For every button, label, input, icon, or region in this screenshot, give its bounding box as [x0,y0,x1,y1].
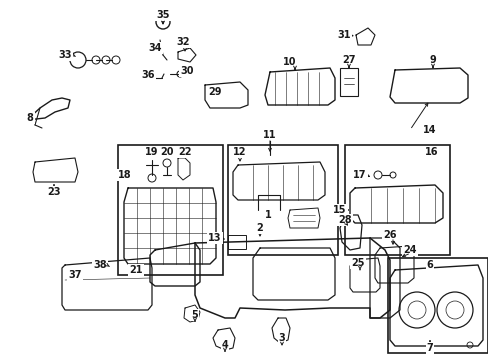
Text: 12: 12 [233,147,246,157]
Text: 35: 35 [156,10,169,20]
Text: 13: 13 [208,233,221,243]
Text: 1: 1 [264,210,271,220]
Bar [227,235,245,249]
Text: 18: 18 [118,170,132,180]
Text: 36: 36 [141,70,154,80]
Text: 27: 27 [342,55,355,65]
Text: 7: 7 [426,343,432,353]
Text: 9: 9 [429,55,435,65]
Text: 23: 23 [47,187,61,197]
Text: 17: 17 [352,170,366,180]
Text: 34: 34 [148,43,162,53]
Bar [118,145,223,275]
Text: 11: 11 [263,130,276,140]
Text: 30: 30 [180,66,193,76]
Text: 16: 16 [425,147,438,157]
Text: 14: 14 [423,125,436,135]
Text: 10: 10 [283,57,296,67]
Text: 7: 7 [426,343,432,353]
Text: 8: 8 [26,113,33,123]
Text: 22: 22 [178,147,191,157]
Text: 15: 15 [332,205,346,215]
Text: 20: 20 [160,147,173,157]
Bar [339,68,357,96]
Text: 10: 10 [283,57,296,67]
Text: 31: 31 [337,30,350,40]
Text: 30: 30 [180,66,193,76]
Text: 35: 35 [156,10,169,20]
Bar [227,145,337,255]
Text: 36: 36 [141,70,154,80]
Text: 6: 6 [426,260,432,270]
Text: 4: 4 [221,340,228,350]
Text: 1: 1 [264,210,271,220]
Text: 32: 32 [176,37,189,47]
Text: 21: 21 [129,265,142,275]
Text: 16: 16 [425,147,438,157]
Text: 25: 25 [350,258,364,268]
Text: 18: 18 [118,170,132,180]
Text: 17: 17 [352,170,366,180]
Text: 22: 22 [178,147,191,157]
Text: 21: 21 [129,265,142,275]
Text: 33: 33 [58,50,72,60]
Text: 14: 14 [423,125,436,135]
Text: 6: 6 [426,260,432,270]
Text: 3: 3 [278,333,285,343]
Text: 19: 19 [145,147,159,157]
Text: 12: 12 [233,147,246,157]
Text: 32: 32 [176,37,189,47]
Text: 13: 13 [208,233,221,243]
Text: 20: 20 [160,147,173,157]
Text: 33: 33 [58,50,72,60]
Bar [387,258,487,353]
Text: 2: 2 [256,223,263,233]
Text: 23: 23 [47,187,61,197]
Text: 26: 26 [383,230,396,240]
Text: 19: 19 [145,147,159,157]
Text: 37: 37 [68,270,81,280]
Text: 15: 15 [332,205,346,215]
Text: 31: 31 [337,30,350,40]
Text: 11: 11 [263,130,276,140]
Text: 24: 24 [403,245,416,255]
Text: 29: 29 [208,87,221,97]
Text: 34: 34 [148,43,162,53]
Text: 29: 29 [208,87,221,97]
Text: 28: 28 [338,215,351,225]
Bar [345,145,449,255]
Text: 9: 9 [429,55,435,65]
Text: 27: 27 [342,55,355,65]
Text: 38: 38 [93,260,106,270]
Text: 2: 2 [256,223,263,233]
Text: 5: 5 [191,310,198,320]
